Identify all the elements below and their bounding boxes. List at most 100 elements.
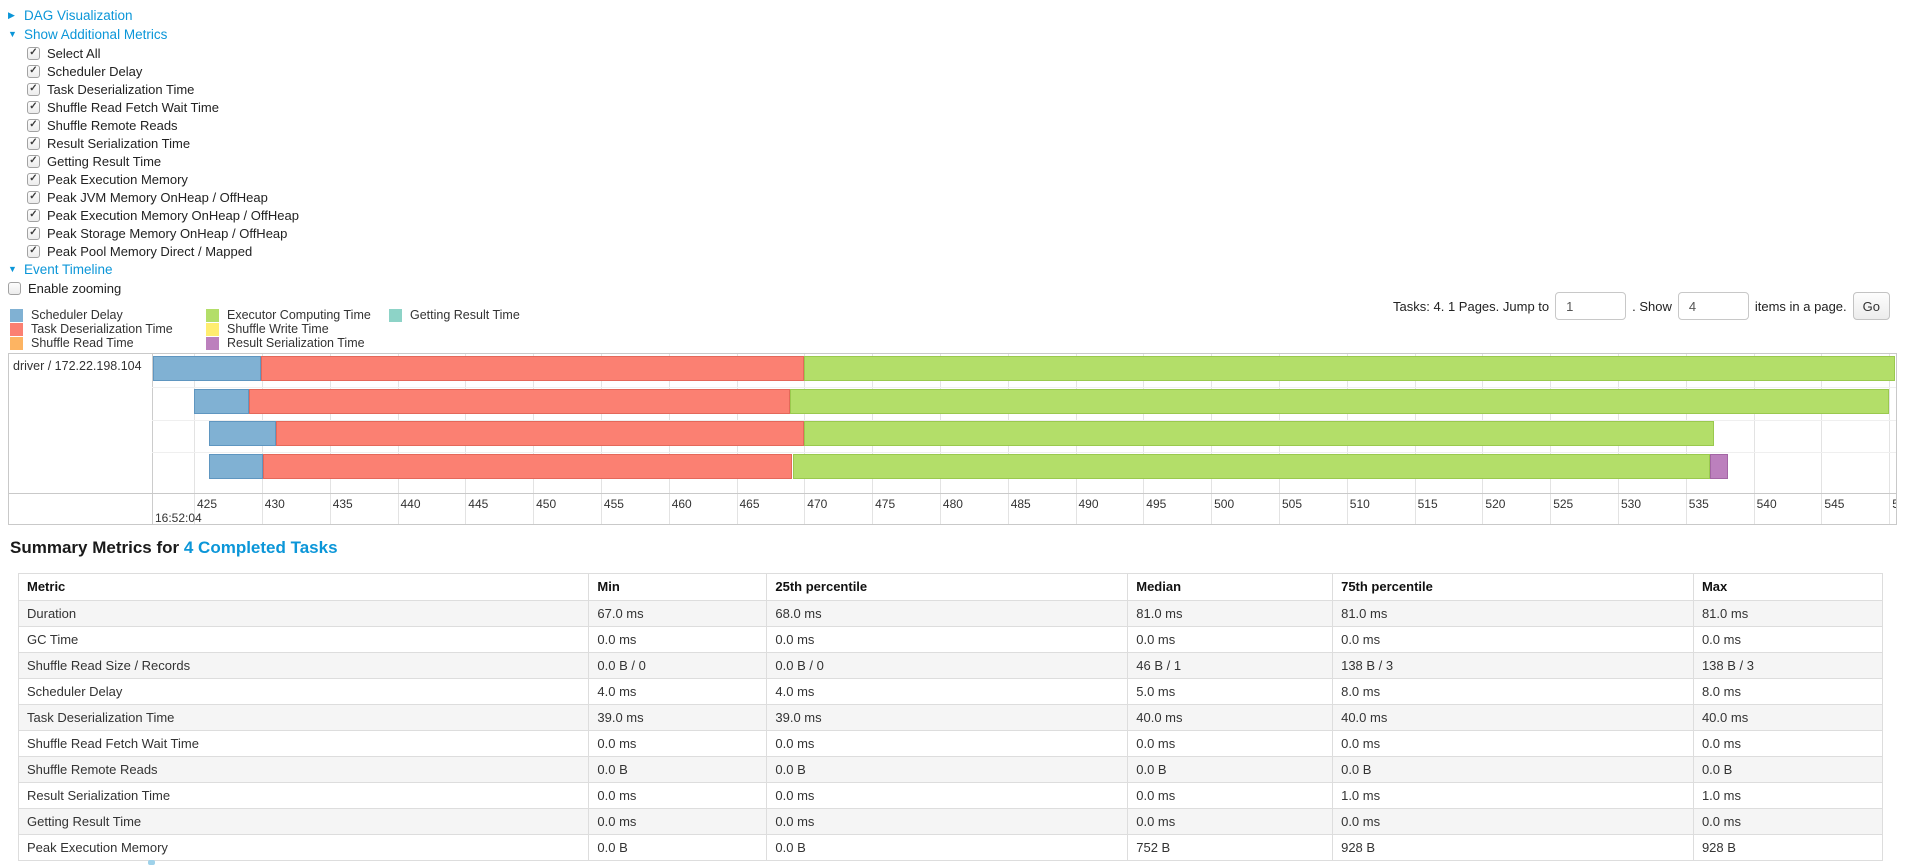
legend-item: Scheduler Delay (10, 308, 206, 322)
metric-checkbox-item[interactable]: Peak Execution Memory (27, 170, 299, 188)
metric-checkbox-item[interactable]: Select All (27, 44, 299, 62)
tasks-count-label: Tasks: 4. 1 Pages. Jump to (1393, 298, 1550, 314)
checked-checkbox-icon[interactable] (27, 118, 40, 132)
axis-tick-label: 495 (1146, 497, 1167, 511)
task-bar-segment-scheduler-delay[interactable] (208, 453, 264, 479)
axis-tick-label: 510 (1349, 497, 1370, 511)
legend-swatch-icon (206, 336, 219, 350)
table-header-cell: Metric (17, 573, 590, 601)
task-bar-segment-scheduler-delay[interactable] (208, 421, 277, 446)
metric-checkbox-item[interactable]: Peak JVM Memory OnHeap / OffHeap (27, 188, 299, 206)
task-bar-segment-compute[interactable] (790, 388, 1890, 414)
metric-value-cell: 0.0 B / 0 (588, 652, 768, 679)
metric-value-cell: 0.0 B (1332, 756, 1694, 783)
metric-value-cell: 67.0 ms (588, 600, 768, 627)
timeline-controls: ▶ DAG Visualization ▼ Show Additional Me… (8, 6, 299, 297)
metric-value-cell: 81.0 ms (1692, 600, 1884, 627)
checked-checkbox-icon[interactable] (27, 226, 40, 240)
legend-swatch-icon (206, 322, 219, 336)
task-bar-segment-deserialization[interactable] (263, 453, 793, 479)
task-bar-segment-compute[interactable] (792, 453, 1711, 479)
items-per-page-input[interactable] (1677, 292, 1749, 320)
legend-label: Task Deserialization Time (31, 322, 173, 336)
legend-label: Scheduler Delay (31, 308, 123, 322)
task-bar-segment-compute[interactable] (804, 356, 1896, 381)
task-bar-segment-result-serialization[interactable] (1710, 453, 1728, 479)
metric-value-cell: 4.0 ms (766, 678, 1129, 705)
metric-value-cell: 138 B / 3 (1692, 652, 1884, 679)
task-bar-segment-deserialization[interactable] (249, 388, 791, 414)
show-additional-metrics-link[interactable]: Show Additional Metrics (24, 27, 168, 42)
checked-checkbox-icon[interactable] (27, 82, 40, 96)
checked-checkbox-icon[interactable] (27, 64, 40, 78)
task-bar-segment-scheduler-delay[interactable] (153, 356, 262, 381)
checked-checkbox-icon[interactable] (27, 46, 40, 60)
metric-value-cell: 68.0 ms (766, 600, 1129, 627)
completed-tasks-link[interactable]: 4 Completed Tasks (183, 538, 338, 557)
enable-zooming-checkbox[interactable] (8, 281, 21, 295)
metric-checkbox-item[interactable]: Peak Pool Memory Direct / Mapped (27, 242, 299, 260)
checked-checkbox-icon[interactable] (27, 154, 40, 168)
metric-value-cell: 928 B (1692, 834, 1884, 861)
timeline-gridline (1889, 354, 1891, 524)
metric-value-cell: 0.0 ms (1127, 626, 1334, 653)
table-row: Task Deserialization Time 39.0 ms 39.0 ms 4… (17, 704, 1884, 731)
metric-checkbox-item[interactable]: Task Deserialization Time (27, 80, 299, 98)
metric-checkbox-item[interactable]: Shuffle Read Fetch Wait Time (27, 98, 299, 116)
metric-value-cell: 5.0 ms (1127, 678, 1334, 705)
executor-group-label: driver / 172.22.198.104 (13, 359, 142, 373)
event-timeline-chart[interactable]: driver / 172.22.198.104 16:52:04 425 430 4… (8, 353, 1897, 525)
metric-checkbox-item[interactable]: Scheduler Delay (27, 62, 299, 80)
axis-tick-label: 435 (332, 497, 353, 511)
legend-item: Getting Result Time (389, 308, 520, 322)
checked-checkbox-icon[interactable] (27, 244, 40, 258)
axis-time-label: 16:52:04 (155, 511, 202, 525)
task-bar-segment-scheduler-delay[interactable] (194, 388, 250, 414)
legend-label: Shuffle Read Time (31, 336, 134, 350)
metric-value-cell: 0.0 B (1127, 756, 1334, 783)
metric-value-cell: 40.0 ms (1127, 704, 1334, 731)
metric-name-cell: GC Time (17, 626, 590, 653)
metric-value-cell: 0.0 ms (1332, 730, 1694, 757)
metric-value-cell: 0.0 ms (588, 782, 768, 809)
metric-checkbox-item[interactable]: Peak Execution Memory OnHeap / OffHeap (27, 206, 299, 224)
legend-item: Executor Computing Time (206, 308, 389, 322)
task-bar-segment-deserialization[interactable] (276, 421, 805, 446)
checked-checkbox-icon[interactable] (27, 190, 40, 204)
legend-label: Shuffle Write Time (227, 322, 329, 336)
metric-checkbox-label: Scheduler Delay (47, 63, 143, 79)
metric-value-cell: 0.0 ms (588, 730, 768, 757)
task-bar-segment-compute[interactable] (804, 421, 1714, 446)
metric-checkbox-item[interactable]: Result Serialization Time (27, 134, 299, 152)
task-bar-segment-deserialization[interactable] (261, 356, 805, 381)
row-divider (152, 419, 1896, 421)
timeline-legend: Scheduler Delay Task Deserialization Time… (10, 308, 520, 350)
metric-checkbox-item[interactable]: Peak Storage Memory OnHeap / OffHeap (27, 224, 299, 242)
show-additional-metrics-toggle[interactable]: ▼ Show Additional Metrics (8, 25, 299, 44)
enable-zooming-row[interactable]: Enable zooming (8, 279, 299, 297)
axis-divider (9, 493, 1896, 494)
checked-checkbox-icon[interactable] (27, 208, 40, 222)
expanded-arrow-icon: ▼ (8, 29, 17, 39)
timeline-gridline (1821, 354, 1823, 524)
checked-checkbox-icon[interactable] (27, 172, 40, 186)
table-header-cell: 25th percentile (766, 573, 1129, 601)
metric-value-cell: 0.0 ms (588, 808, 768, 835)
go-button[interactable]: Go (1852, 292, 1890, 320)
metric-value-cell: 0.0 B (766, 834, 1129, 861)
event-timeline-link[interactable]: Event Timeline (24, 262, 113, 277)
metric-value-cell: 8.0 ms (1332, 678, 1694, 705)
table-row: Duration 67.0 ms 68.0 ms 81.0 ms 81.0 ms 81.0… (17, 600, 1884, 627)
event-timeline-toggle[interactable]: ▼ Event Timeline (8, 260, 299, 279)
legend-swatch-icon (10, 336, 23, 350)
dag-visualization-toggle[interactable]: ▶ DAG Visualization (8, 6, 299, 25)
metric-checkbox-item[interactable]: Getting Result Time (27, 152, 299, 170)
checked-checkbox-icon[interactable] (27, 100, 40, 114)
timeline-plot-area[interactable] (152, 354, 1896, 493)
metric-checkbox-item[interactable]: Shuffle Remote Reads (27, 116, 299, 134)
jump-to-page-input[interactable] (1555, 292, 1627, 320)
dag-visualization-link[interactable]: DAG Visualization (24, 8, 133, 23)
checked-checkbox-icon[interactable] (27, 136, 40, 150)
axis-tick-label: 425 (197, 497, 218, 511)
metric-value-cell: 1.0 ms (1692, 782, 1884, 809)
